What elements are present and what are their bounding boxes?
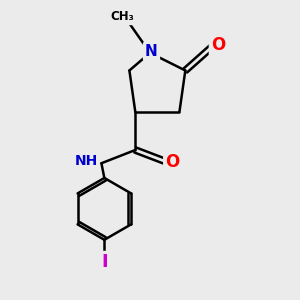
Text: N: N — [145, 44, 158, 59]
Text: CH₃: CH₃ — [110, 11, 134, 23]
Text: I: I — [101, 254, 108, 272]
Text: O: O — [166, 153, 180, 171]
Text: O: O — [211, 37, 225, 55]
Text: NH: NH — [75, 154, 98, 168]
